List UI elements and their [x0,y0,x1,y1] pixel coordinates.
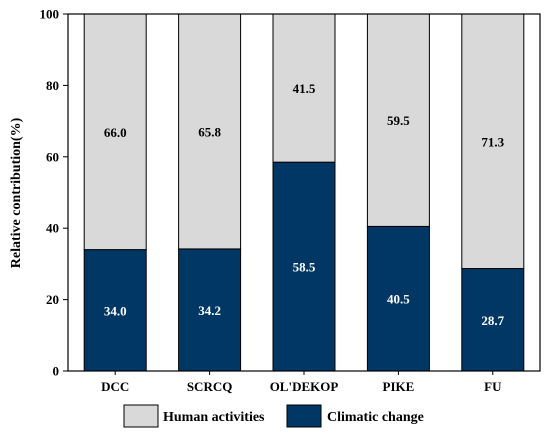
y-tick-label: 80 [46,78,59,93]
x-tick-label: FU [484,379,502,394]
data-label-climatic-change: 58.5 [293,260,316,275]
data-label-climatic-change: 34.2 [198,303,221,318]
data-label-human-activities: 65.8 [198,124,221,139]
data-labels-group: 34.0 66.0 34.2 65.8 58.5 41.5 40.5 59.5 28.7 71.3 [104,81,505,328]
data-label-climatic-change: 40.5 [387,292,410,307]
legend-label-climatic-change: Climatic change [327,410,424,425]
data-label-human-activities: 59.5 [387,113,410,128]
bar-human-activities-ol-dekop [272,13,336,163]
data-label-human-activities: 66.0 [104,125,127,140]
bar-climatic-change-dcc [83,249,147,372]
x-tick-label: DCC [101,379,129,394]
bars-group [83,13,525,372]
y-tick-label: 60 [46,149,59,164]
axes-group: DCC SCRCQ OL'DEKOP PIKE FU 0 20 40 60 80 100 [40,7,541,394]
bar-human-activities-fu [461,13,525,270]
y-axis-title: Relative contribution(%) [9,117,24,268]
legend-label-human-activities: Human activities [163,410,265,425]
y-tick-label: 20 [46,292,59,307]
x-tick-label: SCRCQ [187,379,233,394]
bar-human-activities-pike [366,13,430,227]
legend-swatch-human-activities [123,404,159,428]
y-tick-label: 40 [46,221,59,236]
y-tick-label: 0 [53,364,60,379]
y-tick-label: 100 [40,7,60,22]
x-tick-label: PIKE [383,379,415,394]
legend: Human activities Climatic change [123,404,424,428]
data-label-human-activities: 71.3 [481,134,504,149]
data-label-climatic-change: 28.7 [481,313,504,328]
plot-frame [67,13,541,372]
bar-human-activities-dcc [83,13,147,251]
bar-human-activities-scrcq [178,13,242,250]
bar-climatic-change-ol-dekop [272,161,336,372]
data-label-climatic-change: 34.0 [104,303,127,318]
data-label-human-activities: 41.5 [293,81,316,96]
x-tick-label: OL'DEKOP [270,379,339,394]
legend-swatch-climatic-change [286,404,322,428]
